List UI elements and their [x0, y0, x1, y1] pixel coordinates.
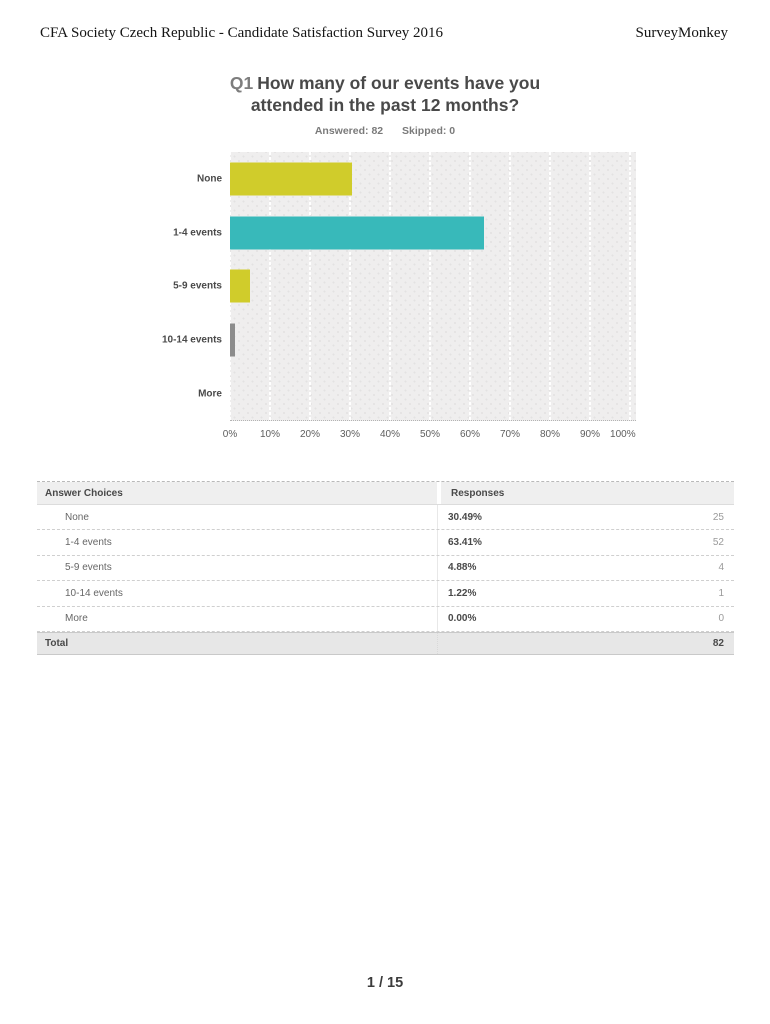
gridline	[429, 152, 431, 420]
response-cell: 63.41% 52	[437, 530, 734, 555]
x-axis-tick-label: 50%	[419, 429, 441, 440]
question-text: How many of our events have you attended…	[250, 73, 541, 115]
total-count: 82	[437, 632, 734, 654]
response-count: 52	[712, 537, 724, 549]
x-axis-tick-label: 90%	[579, 429, 601, 440]
gridline	[309, 152, 311, 420]
answer-choice-label: 1-4 events	[65, 537, 112, 549]
chart-bar	[230, 162, 352, 196]
x-axis-tick-label: 60%	[459, 429, 481, 440]
table-row: 5-9 events 4.88% 4	[37, 555, 734, 582]
table-header-row: Answer Choices Responses	[37, 482, 734, 505]
x-axis-tick-label: 80%	[539, 429, 561, 440]
skipped-count: Skipped: 0	[402, 125, 456, 137]
gridline	[269, 152, 271, 420]
table-row: None 30.49% 25	[37, 505, 734, 531]
results-table: Answer Choices Responses None 30.49% 25 …	[37, 481, 734, 655]
response-cell: 0.00% 0	[437, 606, 734, 631]
gridline	[589, 152, 591, 420]
gridline	[389, 152, 391, 420]
table-row: 1-4 events 63.41% 52	[37, 530, 734, 556]
gridline	[629, 152, 631, 420]
answer-choice-label: 5-9 events	[65, 562, 112, 574]
gridline	[509, 152, 511, 420]
response-count: 4	[718, 562, 724, 574]
x-axis-tick-label: 30%	[339, 429, 361, 440]
total-label: Total	[45, 637, 69, 649]
x-axis-labels: 0% 10% 20% 30% 40% 50% 60% 70% 80% 90% 100%	[223, 429, 636, 443]
gridline	[349, 152, 351, 420]
page-number: 1 / 15	[366, 975, 404, 991]
answered-count: Answered: 82	[314, 125, 384, 137]
chart-category-label: 10-14 events	[161, 334, 222, 346]
table-row: More 0.00% 0	[37, 606, 734, 632]
chart-category-label: More	[198, 388, 222, 400]
table-row: 10-14 events 1.22% 1	[37, 581, 734, 607]
x-axis-tick-label: 40%	[379, 429, 401, 440]
response-percent: 30.49%	[448, 511, 482, 523]
answer-choices-header: Answer Choices	[45, 487, 123, 499]
answer-choice-label: None	[65, 511, 89, 523]
x-axis-tick-label: 100%	[610, 429, 636, 440]
chart-row: 1-4 events	[0, 206, 770, 260]
response-cell: 1.22% 1	[437, 581, 734, 606]
chart-category-label: 5-9 events	[173, 280, 222, 292]
question-title-text: Q1 How many of our events have you attend…	[213, 72, 558, 116]
x-axis-tick-label: 10%	[259, 429, 281, 440]
response-count: 0	[718, 613, 724, 625]
response-stats: Answered: 82 Skipped: 0	[0, 125, 770, 137]
response-percent: 63.41%	[448, 537, 482, 549]
question-number: Q1	[229, 73, 254, 93]
document-header: CFA Society Czech Republic - Candidate S…	[40, 25, 728, 42]
response-count: 1	[718, 587, 724, 599]
response-cell: 4.88% 4	[437, 555, 734, 581]
document-title: CFA Society Czech Republic - Candidate S…	[40, 25, 443, 41]
gridline	[469, 152, 471, 420]
chart-row: 5-9 events	[0, 260, 770, 314]
response-percent: 4.88%	[448, 562, 477, 574]
x-axis-tick-label: 70%	[499, 429, 521, 440]
bar-chart: None 1-4 events 5-9 events 10-14 events …	[0, 152, 770, 452]
chart-bar	[230, 323, 235, 357]
answer-choice-label: More	[65, 613, 88, 625]
response-percent: 0.00%	[448, 613, 477, 625]
surveymonkey-logo-text: SurveyMonkey	[635, 25, 729, 41]
chart-row: More	[0, 367, 770, 421]
chart-row: 10-14 events	[0, 313, 770, 367]
chart-bar	[230, 216, 484, 250]
table-total-row: Total 82	[37, 631, 734, 655]
chart-plot-area	[229, 152, 636, 421]
question-title: Q1 How many of our events have you attend…	[0, 72, 770, 116]
answer-choice-label: 10-14 events	[65, 587, 123, 599]
response-percent: 1.22%	[448, 587, 477, 599]
response-count: 25	[712, 511, 724, 523]
chart-bar	[230, 269, 250, 303]
responses-header: Responses	[437, 482, 734, 504]
x-axis-tick-label: 0%	[222, 429, 238, 440]
x-axis-tick-label: 20%	[299, 429, 321, 440]
chart-category-label: None	[197, 173, 222, 185]
chart-row: None	[0, 152, 770, 206]
gridline	[549, 152, 551, 420]
response-cell: 30.49% 25	[437, 505, 734, 530]
chart-category-label: 1-4 events	[173, 227, 222, 239]
